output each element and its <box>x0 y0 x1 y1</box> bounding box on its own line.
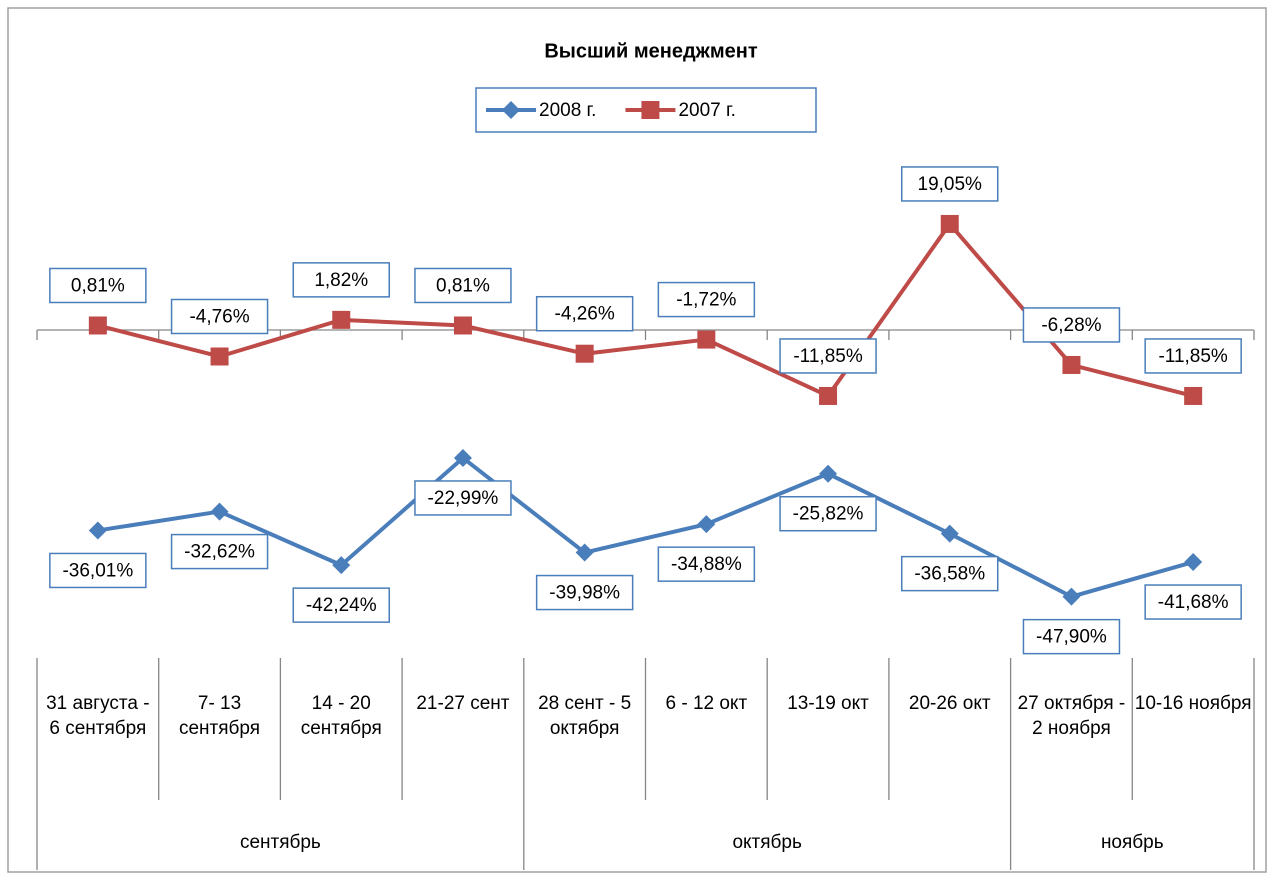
data-label: -11,85% <box>793 346 862 367</box>
marker <box>210 347 229 366</box>
data-label-box <box>414 480 512 516</box>
data-label: 1,82% <box>314 270 368 291</box>
x-tick-label: 10-16 ноября <box>1134 693 1252 714</box>
data-label-box <box>779 338 877 374</box>
x-tick-label: 13-19 окт <box>787 693 869 714</box>
marker <box>453 316 472 335</box>
data-label: -39,98% <box>549 583 620 604</box>
marker <box>697 515 716 534</box>
marker <box>697 330 716 349</box>
data-label-box <box>414 267 512 304</box>
group-label: сентябрь <box>240 832 321 853</box>
x-tick-label: 27 октября - 2 ноября <box>1017 693 1126 739</box>
x-tick-label: 31 августа - 6 сентября <box>46 693 150 739</box>
data-label-box <box>779 495 877 532</box>
group-label: ноябрь <box>1101 832 1164 853</box>
marker <box>575 344 594 363</box>
data-label: -22,99% <box>428 488 499 509</box>
data-label: -4,26% <box>555 304 615 325</box>
legend-label: 2007 г. <box>678 100 735 121</box>
data-label-box <box>1144 584 1242 620</box>
marker <box>940 214 959 233</box>
data-label: -25,82% <box>793 504 864 525</box>
data-label: -32,62% <box>184 542 255 563</box>
marker <box>940 524 959 543</box>
data-label-box <box>657 546 756 582</box>
marker <box>1184 386 1203 405</box>
series-line <box>97 455 1194 599</box>
data-label: 0,81% <box>436 276 490 297</box>
marker <box>1062 355 1081 374</box>
data-label-box <box>170 298 269 335</box>
legend-marker <box>502 101 520 119</box>
x-tick-label: 28 сент - 5 октября <box>538 693 632 739</box>
data-label-box <box>901 166 999 202</box>
marker <box>575 543 594 562</box>
chart-title: Высший менеджмент <box>544 40 757 62</box>
x-tick-label: 20-26 окт <box>908 693 991 714</box>
data-label: -1,72% <box>676 290 736 311</box>
data-label-box <box>535 574 634 611</box>
marker <box>332 310 351 329</box>
data-label-box <box>535 295 634 332</box>
x-tick-label: 21-27 сент <box>416 693 510 714</box>
data-label: -36,58% <box>914 564 985 585</box>
data-label-box <box>1144 338 1242 374</box>
marker <box>88 521 107 540</box>
data-label: 0,81% <box>71 276 125 297</box>
legend-label: 2008 г. <box>539 100 596 121</box>
data-label-box <box>170 533 269 570</box>
x-tick-label: 14 - 20 сентября <box>300 693 382 739</box>
marker <box>1062 587 1081 606</box>
data-label: 19,05% <box>918 174 983 195</box>
data-label-box <box>1022 618 1121 655</box>
data-label-box <box>49 267 147 304</box>
data-label-box <box>49 552 147 589</box>
chart-frame <box>7 7 1267 873</box>
marker <box>453 448 472 467</box>
legend-marker <box>641 101 660 119</box>
data-label-box <box>1022 307 1121 343</box>
marker <box>819 386 838 405</box>
data-label: -41,68% <box>1158 592 1229 613</box>
data-label: -42,24% <box>306 595 377 616</box>
x-tick-label: 6 - 12 окт <box>665 693 748 714</box>
data-label: -36,01% <box>62 560 133 581</box>
data-label: -4,76% <box>189 307 249 328</box>
x-tick-label: 7- 13 сентября <box>178 693 261 739</box>
series-line <box>97 221 1194 398</box>
marker <box>332 556 351 575</box>
data-label: -11,85% <box>1158 346 1227 367</box>
data-label: -34,88% <box>671 554 742 575</box>
marker <box>819 464 838 483</box>
marker <box>1184 553 1203 572</box>
data-label-box <box>657 281 756 318</box>
marker <box>210 502 229 521</box>
group-label: октябрь <box>732 832 802 853</box>
data-label: -47,90% <box>1036 627 1107 648</box>
data-label-box <box>292 262 390 298</box>
data-label-box <box>901 555 999 592</box>
marker <box>88 316 107 335</box>
data-label: -6,28% <box>1041 315 1101 336</box>
data-label-box <box>292 587 390 623</box>
